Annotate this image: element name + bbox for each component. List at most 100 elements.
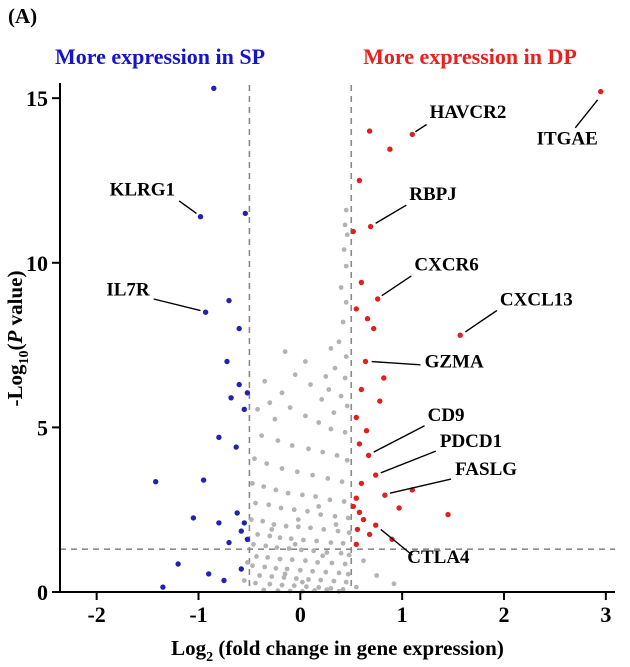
data-point (341, 499, 347, 504)
data-point (224, 358, 230, 365)
data-point (282, 571, 288, 577)
data-point (197, 214, 204, 220)
data-point (262, 378, 268, 384)
data-point (308, 382, 313, 387)
gene-label-il7r: IL7R (106, 280, 150, 301)
data-point (291, 583, 297, 589)
data-point (332, 365, 338, 371)
data-point (356, 441, 363, 447)
data-point (238, 566, 244, 572)
data-point (254, 554, 259, 559)
data-point (396, 505, 402, 511)
data-point (273, 565, 279, 571)
data-point (373, 472, 379, 478)
data-point (366, 128, 373, 134)
leader-line-il7r (153, 298, 201, 312)
data-point (273, 487, 279, 493)
data-point (300, 492, 305, 498)
x-axis-title: Log2 (fold change in gene expression) (171, 636, 504, 665)
gene-label-klrg1: KLRG1 (110, 179, 175, 200)
data-point (362, 358, 369, 365)
data-point (262, 564, 268, 570)
y-axis-title: -Log10(P value) (3, 271, 32, 407)
data-point (318, 512, 324, 517)
data-point (316, 585, 322, 590)
data-point (297, 567, 303, 573)
header-more-expression-dp: More expression in DP (363, 44, 577, 69)
data-point (253, 580, 258, 586)
data-point (340, 587, 346, 592)
data-point (261, 484, 267, 489)
gene-label-pdcd1: PDCD1 (440, 431, 502, 452)
data-point (279, 390, 285, 396)
data-point (279, 582, 285, 588)
data-point (344, 232, 350, 238)
data-point (160, 584, 166, 590)
data-point (327, 497, 333, 503)
leader-line-gzma (371, 360, 421, 366)
data-point (293, 576, 299, 581)
x-tick-label: -1 (189, 602, 207, 627)
data-point (216, 434, 222, 440)
data-point (340, 319, 346, 325)
data-point (457, 332, 463, 338)
data-point (377, 398, 383, 404)
data-point (353, 495, 359, 501)
data-point (241, 406, 247, 412)
leader-line-cxcr6 (381, 275, 412, 297)
data-point (335, 528, 341, 534)
data-point (343, 354, 349, 359)
data-point (242, 210, 248, 217)
data-point (234, 510, 240, 516)
data-point (260, 518, 266, 524)
data-point (342, 561, 348, 567)
data-point (387, 146, 393, 152)
data-point (316, 504, 322, 509)
gene-label-rbpj: RBPJ (409, 184, 457, 205)
gene-label-cxcr6: CXCR6 (414, 255, 478, 276)
data-point (321, 527, 327, 532)
data-point (338, 393, 344, 399)
data-point (216, 520, 222, 526)
data-point (382, 492, 388, 498)
data-point (244, 390, 251, 396)
gene-label-gzma: GZMA (425, 351, 484, 372)
leader-line-klrg1 (178, 200, 197, 214)
x-tick-label: 1 (397, 602, 408, 627)
data-point (598, 88, 604, 95)
data-point (250, 481, 255, 486)
data-point (200, 477, 207, 483)
data-point (331, 578, 337, 584)
data-point (310, 568, 315, 574)
data-point (329, 560, 335, 566)
panel-label: (A) (8, 4, 38, 28)
y-tick-label: 0 (37, 580, 48, 605)
data-point (250, 563, 255, 569)
data-point (238, 528, 244, 534)
header-more-expression-sp: More expression in SP (54, 44, 266, 69)
gene-label-ctla4: CTLA4 (407, 547, 470, 568)
data-point (336, 339, 342, 345)
gene-label-cxcl13: CXCL13 (500, 290, 573, 311)
data-point (324, 587, 330, 593)
data-point (360, 516, 367, 523)
data-point (445, 511, 451, 518)
data-point (305, 508, 310, 514)
data-point (371, 325, 377, 332)
data-point (267, 581, 273, 587)
data-point (259, 433, 264, 438)
data-point (301, 537, 306, 543)
data-point (320, 553, 326, 559)
data-point (228, 395, 234, 401)
data-point (244, 536, 251, 542)
data-point (354, 526, 361, 533)
data-point (364, 316, 371, 322)
data-point (328, 346, 334, 351)
data-point (375, 296, 381, 302)
data-point (361, 558, 366, 564)
data-point (345, 515, 351, 521)
data-point (294, 469, 300, 475)
data-point (319, 397, 325, 402)
data-point (328, 426, 334, 432)
